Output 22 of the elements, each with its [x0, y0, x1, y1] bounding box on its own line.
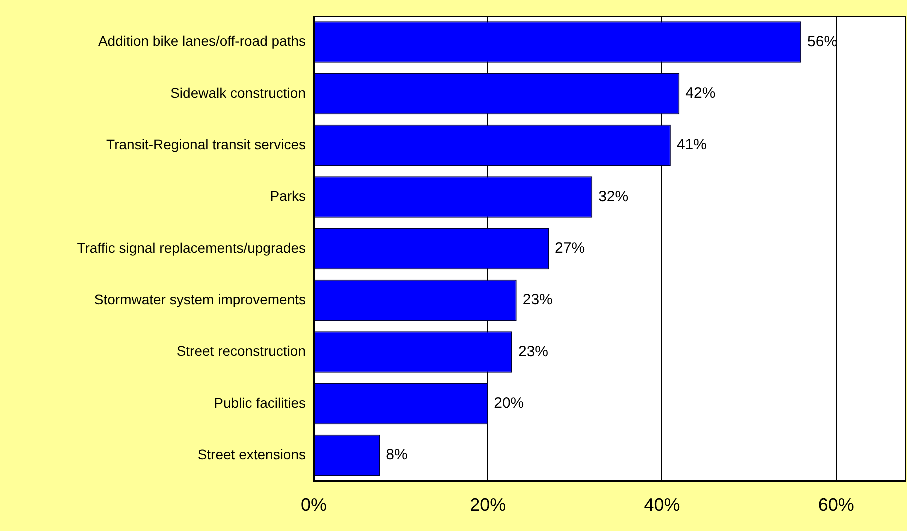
x-tick-label: 60%	[818, 495, 854, 516]
x-tick-label: 0%	[300, 495, 328, 516]
data-label: 32%	[598, 188, 629, 206]
data-label: 42%	[686, 85, 716, 102]
y-tick-label: Sidewalk construction	[170, 84, 306, 101]
data-label: 23%	[522, 292, 553, 309]
data-label: 56%	[808, 33, 838, 50]
y-tick-label: Stormwater system improvements	[94, 291, 306, 308]
y-tick-label: Street extensions	[198, 446, 306, 462]
y-tick-label: Traffic signal replacements/upgrades	[77, 240, 306, 256]
data-label: 20%	[494, 395, 524, 412]
data-label: 41%	[676, 136, 707, 154]
y-tick-label: Transit-Regional transit services	[106, 136, 306, 152]
data-label: 8%	[386, 446, 408, 464]
y-tick-label: Addition bike lanes/off-road paths	[98, 33, 306, 50]
data-label: 23%	[518, 343, 549, 360]
x-tick-label: 40%	[644, 495, 680, 516]
y-tick-label: Public facilities	[214, 394, 306, 411]
data-label: 27%	[555, 240, 586, 258]
y-tick-label: Parks	[270, 188, 306, 204]
y-tick-label: Street reconstruction	[176, 343, 306, 360]
x-tick-label: 20%	[470, 495, 506, 516]
